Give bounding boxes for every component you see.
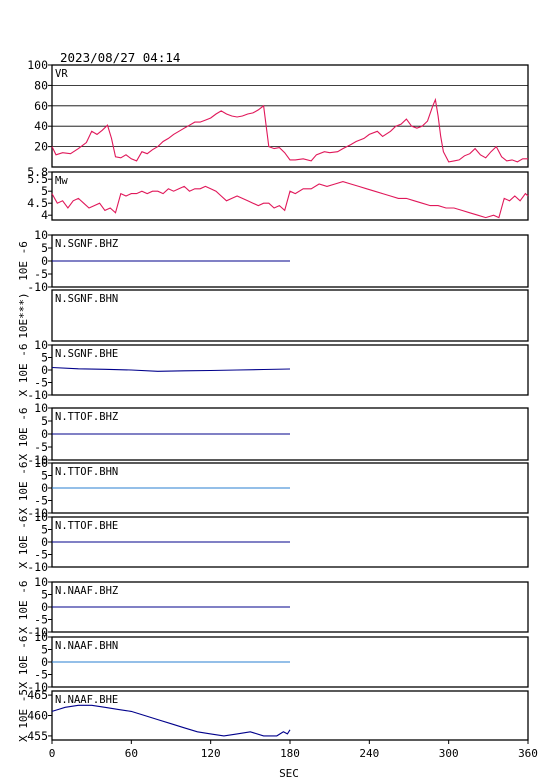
panel-label: N.SGNF.BHN: [55, 293, 118, 305]
panel-frame: [51, 289, 529, 342]
panel-label: N.NAAF.BHZ: [55, 585, 118, 597]
y-axis-label: X 10E -6: [17, 581, 30, 634]
y-tick-label: 10: [34, 510, 48, 524]
panel-label: N.TTOF.BHE: [55, 520, 118, 532]
y-tick-label: 20: [34, 140, 48, 154]
y-tick-label: 10: [34, 338, 48, 352]
y-tick-label: -5: [34, 494, 48, 508]
y-tick-label: 0: [41, 535, 48, 549]
panel-mw: 44.555.55.8 Mw: [27, 165, 529, 222]
panel-label: N.SGNF.BHZ: [55, 238, 118, 250]
y-tick-label: 460: [27, 709, 48, 723]
x-tick-label: 120: [201, 747, 221, 760]
y-tick-label: 455: [27, 729, 48, 743]
x-tick-label: 0: [49, 747, 56, 760]
y-axis-label: X 10E -6: [17, 462, 30, 515]
y-tick-label: -10: [27, 280, 48, 294]
y-axis-label: X 10E -6: [17, 344, 30, 397]
y-axis-label: X 10E -6: [17, 408, 30, 461]
y-tick-label: -10: [27, 560, 48, 574]
x-tick-label: 60: [125, 747, 138, 760]
y-tick-label: -5: [34, 548, 48, 562]
series-line: [51, 704, 291, 737]
y-tick-label: 5: [41, 469, 48, 483]
panel-label: N.TTOF.BHZ: [55, 411, 118, 423]
y-tick-label: -5: [34, 267, 48, 281]
panel-label: N.SGNF.BHE: [55, 348, 118, 360]
y-tick-label: 80: [34, 78, 48, 92]
y-tick-label: -5: [34, 668, 48, 682]
y-tick-label: 5.8: [27, 165, 48, 179]
series-line: [51, 366, 291, 372]
panel-vr: 20 40 60 80 100 VR: [27, 58, 529, 168]
y-tick-label: 5: [41, 414, 48, 428]
panels: 20406080100VR44.555.55.8Mw-10-50510N.SGN…: [17, 58, 529, 743]
y-tick-label: 10: [34, 401, 48, 415]
y-axis-label: X 10E -6: [17, 636, 30, 689]
y-tick-label: 465: [27, 688, 48, 702]
series-line: [51, 181, 529, 219]
panel-frame: [51, 171, 529, 221]
y-tick-label: 0: [41, 600, 48, 614]
y-tick-label: 0: [41, 655, 48, 669]
y-tick-label: 10: [34, 575, 48, 589]
y-axis-label: 10E -6: [17, 241, 30, 281]
y-tick-label: 5: [41, 241, 48, 255]
y-tick-label: 0: [41, 427, 48, 441]
x-tick-label: 360: [518, 747, 538, 760]
panel-label: N.TTOF.BHN: [55, 466, 118, 478]
x-tick-label: 180: [280, 747, 300, 760]
x-tick-label: 300: [439, 747, 459, 760]
y-tick-label: 5: [41, 184, 48, 198]
y-tick-label: 5: [41, 523, 48, 537]
x-axis: 0 60 120 180 240 300 360: [49, 740, 538, 760]
panel-label: N.NAAF.BHN: [55, 640, 118, 652]
panel-label: N.NAAF.BHE: [55, 694, 118, 706]
x-axis-label: SEC: [279, 767, 299, 780]
y-axis-label: 10E***): [17, 292, 30, 338]
y-tick-label: 4.5: [27, 196, 48, 210]
y-tick-label: -10: [27, 680, 48, 694]
y-tick-label: 10: [34, 228, 48, 242]
y-tick-label: 5: [41, 351, 48, 365]
y-tick-label: -5: [34, 440, 48, 454]
panel-label: Mw: [55, 175, 68, 187]
y-tick-label: -10: [27, 453, 48, 467]
y-tick-label: 10: [34, 456, 48, 470]
y-tick-label: 5: [41, 643, 48, 657]
series-line: [51, 97, 528, 163]
y-tick-label: 10: [34, 630, 48, 644]
y-tick-label: 0: [41, 254, 48, 268]
y-tick-label: 0: [41, 481, 48, 495]
x-tick-label: 240: [359, 747, 379, 760]
y-tick-label: -10: [27, 506, 48, 520]
y-tick-label: -5: [34, 376, 48, 390]
panel-sgnf-bhn: N.SGNF.BHN 10E***): [17, 289, 529, 342]
panel-frame: [51, 64, 529, 168]
y-tick-label: -10: [27, 625, 48, 639]
timestamp: 2023/08/27 04:14: [60, 50, 180, 65]
y-tick-label: -5: [34, 613, 48, 627]
y-tick-label: 5: [41, 588, 48, 602]
y-tick-label: 5.5: [27, 172, 48, 186]
y-tick-label: -10: [27, 388, 48, 402]
y-axis-label: X 10E -6: [17, 516, 30, 569]
panel-naaf-bhe: 455 460 465 N.NAAF.BHE X 10E -5: [17, 688, 529, 743]
y-axis-label: X 10E -5: [17, 689, 30, 742]
panel-frame: [51, 690, 529, 741]
y-tick-label: 40: [34, 119, 48, 133]
y-tick-label: 4: [41, 208, 48, 222]
y-tick-label: 60: [34, 99, 48, 113]
y-tick-label: 0: [41, 363, 48, 377]
panel-label: VR: [55, 68, 68, 80]
y-tick-label: 100: [27, 58, 48, 72]
